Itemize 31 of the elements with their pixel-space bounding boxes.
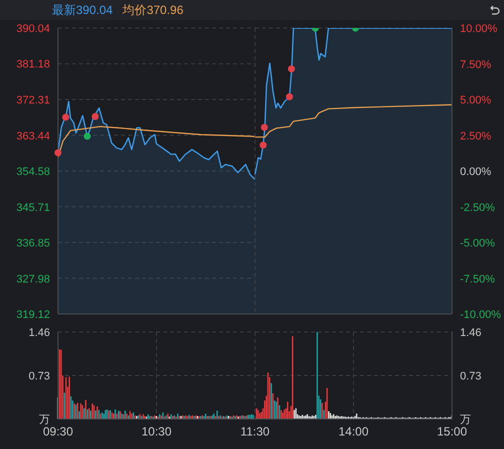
y-tick-label: 1.46 xyxy=(28,327,50,339)
x-tick-label: 10:30 xyxy=(141,424,172,439)
y2-tick-label: 1.46 xyxy=(460,327,482,339)
y-tick-label: 363.44 xyxy=(16,130,50,142)
y-tick-label: 354.58 xyxy=(16,166,50,178)
text: 10.00% xyxy=(460,23,498,35)
x-tick-label: 14:00 xyxy=(338,424,369,439)
text: 0.00% xyxy=(460,166,492,178)
text: 7.50% xyxy=(460,58,492,71)
y-tick-label: 381.18 xyxy=(16,58,50,71)
y-tick-label: 319.12 xyxy=(16,309,50,321)
y2-tick-label: 0.73 xyxy=(460,370,482,382)
y-tick-label: 万 xyxy=(39,414,50,426)
y-tick-label: 336.85 xyxy=(16,238,50,250)
text: -2.50% xyxy=(460,202,495,214)
x-tick-label: 11:30 xyxy=(240,424,270,439)
text: -7.50% xyxy=(460,273,495,286)
text: -10.00% xyxy=(460,309,501,321)
text: -5.00% xyxy=(460,238,495,250)
text: 5.00% xyxy=(460,94,492,106)
x-tick-label: 15:00 xyxy=(436,424,468,439)
y-tick-label: 372.31 xyxy=(16,94,50,106)
y-tick-label: 0.73 xyxy=(28,370,50,382)
y-tick-label: 345.71 xyxy=(16,202,50,214)
text: 均价370.96 xyxy=(122,2,184,18)
y-tick-label: 390.04 xyxy=(16,23,50,35)
text: 2.50% xyxy=(460,130,492,142)
y2-tick-label: 万 xyxy=(460,414,471,426)
text: 最新390.04 xyxy=(52,2,113,18)
x-tick-label: 09:30 xyxy=(42,424,74,439)
y-tick-label: 327.98 xyxy=(16,273,50,286)
